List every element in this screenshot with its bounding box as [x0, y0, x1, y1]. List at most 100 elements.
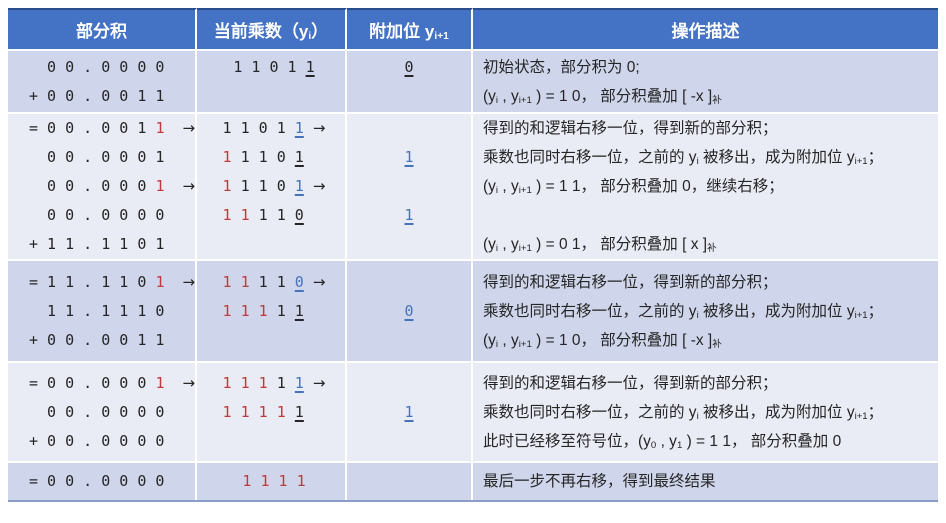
table-line — [223, 230, 326, 259]
text-segment: i — [495, 94, 499, 106]
table-line: 最后一步不再右移，得到最终结果 — [483, 467, 938, 496]
table-line — [347, 172, 471, 201]
partial-lines: = 0 0 . 0 0 0 1 → 0 0 . 0 0 0 0 + 0 0 . 0… — [8, 369, 195, 456]
text-segment: 部分积 — [76, 22, 127, 41]
extra-lines: 0 — [347, 268, 471, 355]
text-segment: 补 — [712, 338, 722, 350]
text-segment — [164, 374, 182, 392]
partial-lines: 0 0 . 0 0 0 0 + 0 0 . 0 0 1 1 — [8, 53, 195, 111]
text-segment: i+1 — [854, 410, 868, 422]
text-segment: 被移出，成为附加位 y — [698, 302, 855, 320]
extra-bit-cell — [347, 461, 473, 500]
description-cell: 得到的和逻辑右移一位，得到新的部分积； 乘数也同时右移一位，之前的 yi 被移出，… — [473, 259, 938, 361]
text-segment: + 0 0 . 0 0 1 1 — [29, 330, 165, 349]
table-line — [347, 427, 471, 456]
text-segment: 1 1 0 1 — [222, 119, 295, 137]
multiplier-lines: 1 1 1 1 — [236, 467, 305, 496]
description-cell: 得到的和逻辑右移一位，得到新的部分积； 乘数也同时右移一位，之前的 yi 被移出，… — [473, 112, 938, 259]
column-header-partial: 部分积 — [8, 8, 197, 49]
text-segment: , y — [656, 432, 677, 450]
text-segment: = 0 0 . 0 0 0 — [29, 373, 156, 392]
text-segment: 1 — [155, 272, 165, 291]
table-line: = 0 0 . 0 0 0 0 — [29, 467, 195, 496]
table-line: 1 1 0 1 1 — [233, 53, 314, 82]
text-segment: 1 — [155, 373, 165, 392]
text-segment: 1 — [155, 119, 165, 137]
table-line: + 0 0 . 0 0 0 0 — [29, 427, 195, 456]
text-segment: ； — [867, 403, 884, 421]
text-segment: 初始状态，部分积为 0; — [483, 58, 640, 76]
text-segment: 0 0 . 0 0 0 — [29, 177, 156, 195]
right-arrow-icon: → — [182, 373, 196, 392]
table-line: (yi , yi+1 ) = 1 0， 部分积叠加 [ -x ]补 — [483, 82, 938, 111]
table-line: + 1 1 . 1 1 0 1 — [29, 230, 195, 259]
desc-lines: 得到的和逻辑右移一位，得到新的部分积； 乘数也同时右移一位，之前的 yi 被移出，… — [473, 114, 938, 259]
table-line: 0 0 . 0 0 0 0 — [29, 398, 195, 427]
step-row: = 0 0 . 0 0 0 0 1 1 1 1 最后一步不再右移，得到最终结果 — [8, 461, 938, 500]
multiplier-cell: 1 1 0 1 1 — [197, 49, 347, 112]
text-segment — [164, 119, 182, 137]
text-segment: (y — [483, 331, 496, 349]
partial-product-cell: = 1 1 . 1 1 0 1 → 1 1 . 1 1 1 0 + 0 0 . 0… — [8, 259, 197, 361]
text-segment: ) = 0 1， 部分积叠加 [ x ] — [531, 236, 708, 253]
text-segment: 操作描述 — [671, 22, 740, 41]
table-line: 0 0 . 0 0 0 0 — [29, 53, 195, 82]
table-line: 0 0 . 0 0 0 1 → — [29, 172, 195, 201]
extra-bit-cell: 1 — [347, 361, 473, 461]
extra-lines — [347, 467, 471, 496]
extra-bit-cell: 0 — [347, 259, 473, 361]
table-line: 0 — [347, 297, 471, 326]
text-segment: 1 — [155, 177, 165, 195]
description-cell: 最后一步不再右移，得到最终结果 — [473, 461, 938, 500]
partial-product-cell: = 0 0 . 0 0 1 1 → 0 0 . 0 0 0 1 0 0 . 0 … — [8, 112, 197, 259]
table-line: 0 0 . 0 0 0 1 — [29, 143, 195, 172]
column-header-extra: 附加位 yi+1 — [347, 8, 473, 49]
text-segment: 1 1 — [249, 272, 295, 291]
description-cell: 初始状态，部分积为 0; (yi , yi+1 ) = 1 0， 部分积叠加 [ … — [473, 49, 938, 112]
text-segment: i — [696, 410, 699, 422]
text-segment: i — [308, 30, 312, 42]
right-arrow-icon: → — [312, 119, 326, 137]
text-segment: 1 1 — [222, 206, 250, 224]
multiplier-lines: 1 1 1 1 0 → 1 1 1 1 1 — [217, 268, 326, 355]
text-segment: + 0 0 . 0 0 0 0 — [29, 431, 165, 450]
table-line — [347, 268, 471, 297]
text-segment: 1 — [676, 439, 683, 451]
table-line: = 0 0 . 0 0 0 1 → — [29, 369, 195, 398]
table-line: = 0 0 . 0 0 1 1 → — [29, 114, 195, 143]
text-segment: 1 — [222, 148, 232, 166]
table-line: + 0 0 . 0 0 1 1 — [29, 326, 195, 355]
table-line — [223, 427, 326, 456]
text-segment: 1 1 1 1 — [222, 402, 286, 421]
text-segment: 乘数也同时右移一位，之前的 y — [483, 149, 697, 166]
column-header-multiplier: 当前乘数（yi） — [197, 8, 347, 49]
text-segment: = 1 1 . 1 1 0 — [29, 272, 156, 291]
text-segment: (y — [483, 236, 496, 253]
text-segment: , y — [498, 331, 519, 349]
table-line: 乘数也同时右移一位，之前的 yi 被移出，成为附加位 yi+1； — [483, 143, 938, 172]
text-segment: 得到的和逻辑右移一位，得到新的部分积； — [483, 374, 778, 392]
text-segment: i — [696, 156, 699, 168]
table-line — [347, 82, 471, 111]
text-segment: 乘数也同时右移一位，之前的 y — [483, 403, 697, 421]
table-line: 1 1 1 1 1 — [223, 297, 326, 326]
step-row: 0 0 . 0 0 0 0 + 0 0 . 0 0 1 1 1 1 0 1 1 0 初始… — [8, 49, 938, 112]
table-line — [223, 326, 326, 355]
text-segment — [304, 374, 313, 392]
partial-lines: = 0 0 . 0 0 1 1 → 0 0 . 0 0 0 1 0 0 . 0 … — [8, 114, 195, 259]
text-segment: i — [495, 338, 499, 350]
desc-lines: 最后一步不再右移，得到最终结果 — [473, 467, 938, 496]
text-segment: , y — [498, 178, 519, 195]
text-segment: 1 — [267, 301, 295, 320]
text-segment: i+1 — [854, 309, 868, 321]
table-line: 0 — [347, 53, 471, 82]
text-segment: i+1 — [518, 94, 532, 106]
text-segment: ) = 1 1， 部分积叠加 0 — [682, 432, 842, 450]
text-segment: ； — [867, 302, 884, 320]
text-segment: 得到的和逻辑右移一位，得到新的部分积； — [483, 120, 778, 137]
text-segment: 0 — [404, 301, 414, 320]
text-segment: 附加位 y — [369, 22, 435, 41]
right-arrow-icon: → — [312, 373, 326, 392]
table-line: 1 1 1 1 1 — [223, 398, 326, 427]
booth-steps-table: 部分积 当前乘数（yi） 附加位 yi+1 操作描述 0 0 . 0 0 0 0 + 0… — [8, 8, 938, 502]
